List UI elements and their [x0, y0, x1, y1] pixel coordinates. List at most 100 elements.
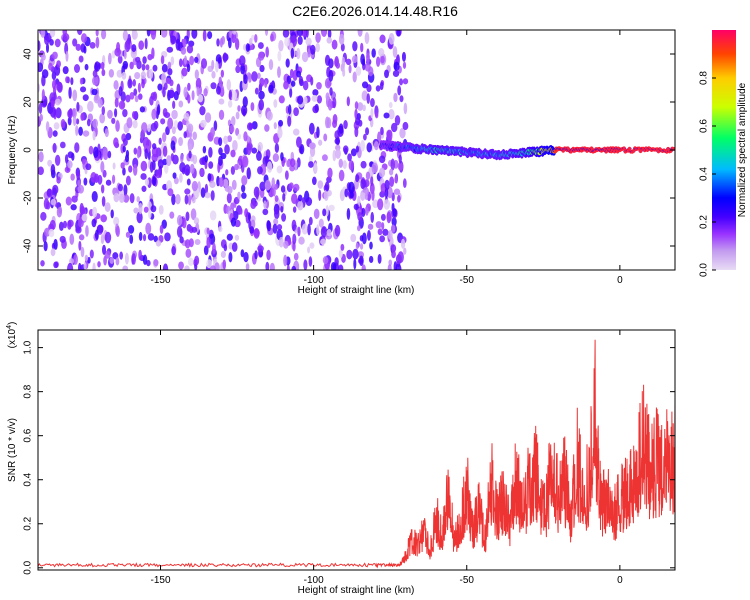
heatmap-noise-cell [316, 224, 320, 236]
heatmap-noise-cell [323, 189, 329, 202]
heatmap-noise-cell [192, 131, 198, 141]
heatmap-noise-cell [121, 71, 127, 80]
heatmap-noise-cell [334, 224, 341, 237]
heatmap-noise-cell [171, 109, 178, 120]
heatmap-noise-cell [179, 173, 183, 183]
heatmap-noise-cell [87, 256, 91, 264]
heatmap-noise-cell [140, 160, 148, 172]
heatmap-noise-cell [170, 153, 175, 162]
heatmap-y-tick-label: 20 [23, 96, 34, 108]
heatmap-noise-cell [249, 37, 253, 46]
heatmap-noise-cell [137, 82, 141, 93]
heatmap-noise-cell [315, 42, 320, 53]
heatmap-noise-cell [243, 73, 248, 85]
heatmap-noise-cell [264, 124, 270, 132]
heatmap-noise-cell [138, 40, 145, 51]
heatmap-noise-cell [218, 177, 224, 188]
heatmap-noise-cell [162, 86, 166, 98]
snr-x-axis: -150 -100 -50 0 [150, 330, 623, 586]
heatmap-noise-cell [357, 102, 364, 111]
heatmap-noise-cell [230, 165, 236, 175]
snr-scale-exponent: 4 [6, 325, 13, 329]
heatmap-noise-cell [165, 77, 171, 84]
heatmap-cells [38, 30, 409, 270]
heatmap-noise-cell [348, 64, 352, 74]
heatmap-noise-cell [68, 108, 73, 119]
snr-scale-prefix: (x10 [7, 328, 18, 348]
heatmap-y-axis: -40 -20 0 20 40 [23, 48, 675, 253]
heatmap-noise-cell [338, 158, 343, 168]
heatmap-noise-cell [115, 225, 120, 238]
snr-y-tick-label: 0.6 [23, 428, 34, 442]
heatmap-noise-cell [298, 75, 304, 85]
heatmap-noise-cell [278, 236, 284, 248]
colorbar-tick-label: 0.4 [699, 167, 710, 181]
heatmap-noise-cell [259, 77, 265, 87]
heatmap-noise-cell [353, 258, 357, 270]
heatmap-noise-cell [220, 250, 226, 259]
heatmap-noise-cell [92, 76, 99, 86]
heatmap-noise-cell [378, 167, 386, 178]
heatmap-noise-cell [138, 202, 143, 215]
heatmap-noise-cell [228, 89, 233, 100]
snr-y-tick-label: 0.4 [23, 472, 34, 486]
heatmap-noise-cell [152, 91, 158, 102]
heatmap-noise-cell [393, 61, 400, 71]
heatmap-noise-cell [91, 218, 97, 228]
heatmap-noise-cell [179, 236, 184, 244]
heatmap-noise-cell [118, 86, 123, 97]
heatmap-noise-cell [131, 111, 137, 119]
heatmap-noise-cell [209, 210, 217, 221]
heatmap-noise-cell [296, 157, 301, 168]
heatmap-noise-cell [289, 165, 295, 172]
heatmap-noise-cell [54, 98, 61, 106]
heatmap-noise-cell [273, 99, 278, 108]
heatmap-noise-cell [353, 203, 359, 211]
heatmap-noise-cell [180, 47, 187, 55]
heatmap-noise-cell [297, 194, 303, 202]
heatmap-noise-cell [124, 252, 129, 265]
heatmap-noise-cell [307, 223, 311, 236]
heatmap-noise-cell [254, 87, 259, 95]
heatmap-noise-cell [188, 150, 192, 159]
heatmap-noise-cell [326, 229, 332, 237]
heatmap-noise-cell [206, 259, 213, 269]
heatmap-noise-cell [172, 172, 177, 179]
heatmap-noise-cell [372, 199, 379, 209]
heatmap-noise-cell [191, 30, 198, 39]
heatmap-noise-cell [403, 247, 407, 255]
heatmap-noise-cell [308, 216, 313, 226]
heatmap-noise-cell [209, 265, 217, 270]
heatmap-noise-cell [343, 119, 348, 130]
heatmap-noise-cell [149, 95, 154, 106]
heatmap-noise-cell [316, 126, 320, 139]
heatmap-noise-cell [284, 170, 289, 180]
heatmap-noise-cell [210, 82, 217, 90]
heatmap-noise-cell [187, 123, 194, 134]
heatmap-noise-cell [242, 155, 249, 168]
heatmap-noise-cell [309, 44, 316, 55]
heatmap-noise-cell [366, 142, 372, 153]
heatmap-noise-cell [78, 55, 84, 63]
heatmap-noise-cell [329, 87, 333, 96]
heatmap-noise-cell [38, 102, 43, 114]
heatmap-noise-cell [330, 261, 337, 270]
heatmap-noise-cell [122, 108, 128, 118]
heatmap-noise-cell [367, 229, 371, 241]
heatmap-noise-cell [366, 93, 371, 104]
heatmap-noise-cell [357, 225, 361, 232]
heatmap-noise-cell [67, 262, 74, 270]
heatmap-noise-cell [293, 107, 299, 117]
heatmap-noise-cell [149, 68, 154, 80]
heatmap-noise-cell [162, 145, 168, 157]
heatmap-noise-cell [297, 95, 304, 105]
heatmap-noise-cell [320, 30, 328, 37]
heatmap-noise-cell [355, 174, 360, 183]
heatmap-noise-cell [327, 30, 332, 39]
heatmap-noise-cell [133, 147, 138, 155]
heatmap-noise-cell [199, 157, 205, 166]
heatmap-noise-cell [189, 163, 195, 174]
heatmap-noise-cell [175, 38, 181, 51]
heatmap-noise-cell [122, 138, 128, 146]
heatmap-noise-cell [332, 97, 337, 109]
